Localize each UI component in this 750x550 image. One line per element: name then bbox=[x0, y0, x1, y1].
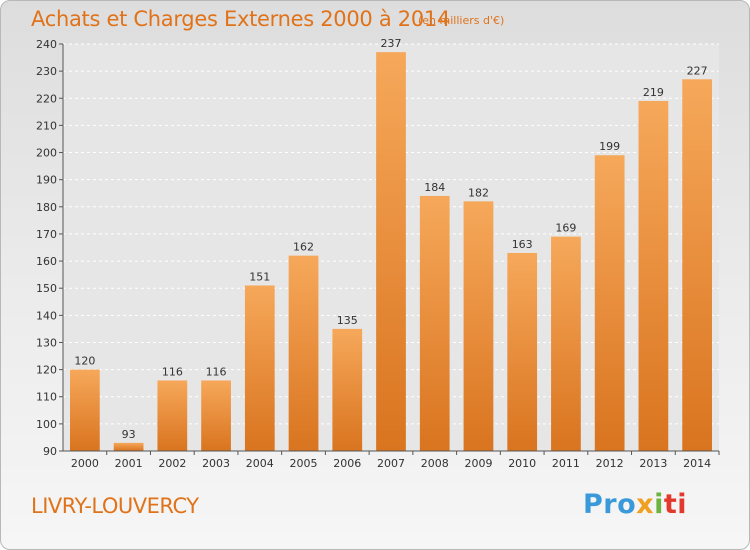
x-tick-label: 2007 bbox=[377, 457, 405, 470]
y-tick-label: 200 bbox=[36, 147, 57, 160]
data-label: 162 bbox=[293, 241, 314, 254]
x-tick-label: 2014 bbox=[683, 457, 711, 470]
data-label: 120 bbox=[74, 355, 95, 368]
bars bbox=[69, 52, 713, 452]
logo-part-4: ti bbox=[663, 489, 688, 520]
logo-part-1: Pro bbox=[583, 489, 637, 520]
y-tick-label: 110 bbox=[36, 391, 57, 404]
x-tick-label: 2000 bbox=[71, 457, 99, 470]
y-tick-label: 150 bbox=[36, 282, 57, 295]
x-tick-label: 2008 bbox=[421, 457, 449, 470]
bar bbox=[69, 369, 100, 451]
y-tick-label: 120 bbox=[36, 364, 57, 377]
data-labels: 120 93 116 116 151 162 135 237 184 182 163 169 199 21… bbox=[74, 37, 707, 441]
y-tick-label: 190 bbox=[36, 174, 57, 187]
data-label: 237 bbox=[381, 37, 402, 50]
x-tick-label: 2002 bbox=[158, 457, 186, 470]
bar bbox=[113, 442, 144, 451]
bar bbox=[682, 79, 713, 452]
x-axis: 2000 2001 2002 2003 2004 2005 2006 2007 2008 2009… bbox=[63, 450, 720, 470]
y-tick-label: 140 bbox=[36, 309, 57, 322]
x-tick-label: 2012 bbox=[596, 457, 624, 470]
y-tick-label: 130 bbox=[36, 336, 57, 349]
data-label: 184 bbox=[424, 181, 445, 194]
x-tick-label: 2003 bbox=[202, 457, 230, 470]
proxiti-logo: Proxiti bbox=[583, 489, 687, 520]
y-tick-label: 220 bbox=[36, 92, 57, 105]
bar bbox=[244, 285, 275, 451]
x-tick-label: 2011 bbox=[552, 457, 580, 470]
bar bbox=[157, 380, 188, 451]
chart-title: Achats et Charges Externes 2000 à 2014 bbox=[31, 7, 451, 31]
y-tick-label: 210 bbox=[36, 119, 57, 132]
chart-unit-note: (en milliers d'€) bbox=[418, 14, 505, 27]
x-tick-label: 2004 bbox=[246, 457, 274, 470]
bar bbox=[332, 328, 363, 451]
bar bbox=[376, 52, 406, 451]
data-label: 219 bbox=[643, 86, 664, 99]
bar bbox=[594, 155, 625, 451]
y-tick-label: 90 bbox=[43, 445, 57, 458]
bar bbox=[288, 255, 319, 451]
x-tick-label: 2010 bbox=[508, 457, 536, 470]
bar bbox=[201, 380, 231, 451]
x-tick-label: 2005 bbox=[290, 457, 318, 470]
y-tick-label: 100 bbox=[36, 418, 57, 431]
bar bbox=[551, 236, 581, 451]
y-tick-label: 160 bbox=[36, 255, 57, 268]
data-label: 135 bbox=[337, 314, 358, 327]
data-label: 116 bbox=[206, 365, 227, 378]
data-label: 199 bbox=[599, 140, 620, 153]
bar bbox=[507, 252, 538, 451]
city-name: LIVRY-LOUVERCY bbox=[31, 494, 199, 518]
data-label: 227 bbox=[687, 64, 708, 77]
logo-part-2: x bbox=[636, 489, 655, 520]
bar bbox=[638, 100, 669, 451]
y-axis: 90 100 110 120 130 140 150 160 170 180 190 200 210 22… bbox=[36, 38, 64, 458]
data-label: 116 bbox=[162, 365, 183, 378]
y-tick-label: 170 bbox=[36, 228, 57, 241]
x-tick-label: 2001 bbox=[115, 457, 143, 470]
x-tick-label: 2013 bbox=[639, 457, 667, 470]
x-tick-label: 2009 bbox=[464, 457, 492, 470]
y-tick-label: 180 bbox=[36, 201, 57, 214]
y-tick-label: 240 bbox=[36, 38, 57, 51]
y-tick-label: 230 bbox=[36, 65, 57, 78]
bar bbox=[419, 195, 450, 451]
logo-part-3: i bbox=[654, 489, 664, 520]
data-label: 151 bbox=[249, 270, 270, 283]
data-label: 182 bbox=[468, 186, 489, 199]
bar bbox=[463, 201, 494, 451]
data-label: 93 bbox=[122, 428, 136, 441]
x-tick-label: 2006 bbox=[333, 457, 361, 470]
data-label: 169 bbox=[555, 222, 576, 235]
data-label: 163 bbox=[512, 238, 533, 251]
